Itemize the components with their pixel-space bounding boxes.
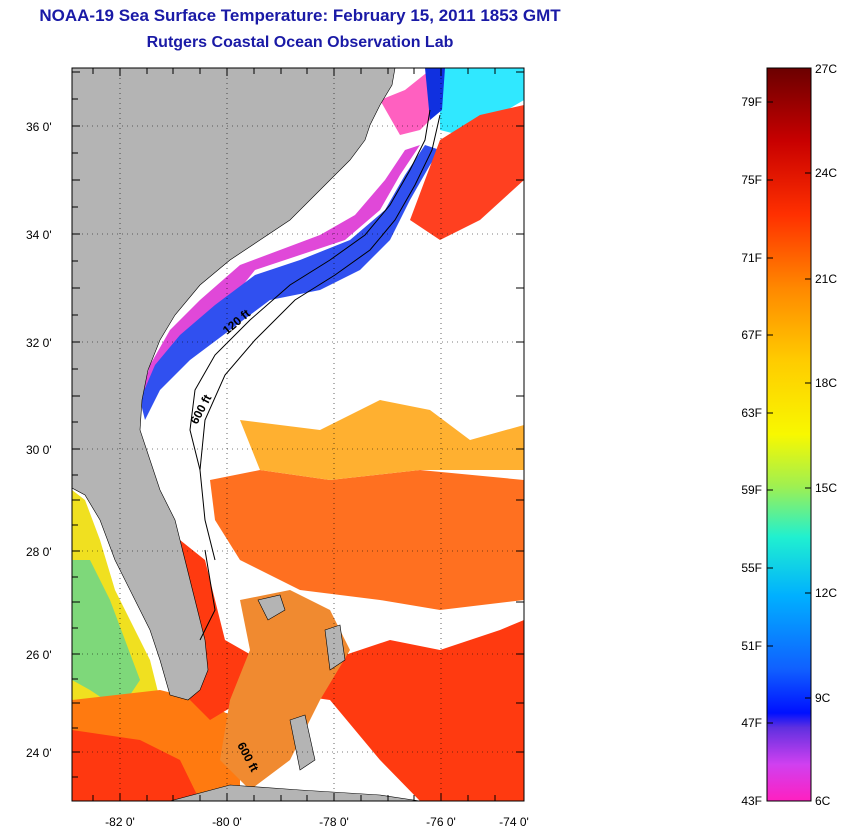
lat-label: 24 0' [26, 746, 52, 760]
contour-120ft [189, 109, 431, 471]
map-title: NOAA-19 Sea Surface Temperature: Februar… [39, 6, 561, 25]
colorbar-f-label: 79F [741, 95, 762, 109]
colorbar-f-label: 51F [741, 639, 762, 653]
colorbar-c-label: 9C [815, 691, 831, 705]
atlantic-yellow-patch [240, 400, 524, 480]
lat-label: 26 0' [26, 648, 52, 662]
colorbar-c-label: 6C [815, 794, 831, 808]
colorbar-f-label: 63F [741, 406, 762, 420]
lon-label: -76 0' [426, 815, 456, 829]
axis-ticks [72, 68, 524, 801]
colorbar-f-label: 43F [741, 794, 762, 808]
north-red [410, 105, 524, 240]
colorbar-ticks [767, 101, 811, 724]
colorbar-c-label: 21C [815, 272, 837, 286]
contour-600ft [199, 114, 441, 561]
lon-label: -82 0' [105, 815, 135, 829]
bahamas-orange [220, 590, 350, 790]
gulf-stream-red [180, 540, 524, 801]
coastal-blue-band [140, 145, 440, 420]
colorbar-f-label: 59F [741, 483, 762, 497]
bahamas-island [324, 624, 346, 671]
lat-label: 30 0' [26, 443, 52, 457]
bahamas-island [289, 714, 316, 771]
colorbar [766, 67, 812, 802]
north-cyan [440, 68, 524, 135]
colorbar-f-label: 47F [741, 716, 762, 730]
lon-label: -78 0' [319, 815, 349, 829]
colorbar-f-label: 55F [741, 561, 762, 575]
gulf-shelf-green [72, 560, 140, 710]
cuba-land [169, 784, 421, 801]
bahamas-island [257, 594, 286, 621]
contour-florida [199, 549, 216, 641]
colorbar-c-label: 27C [815, 62, 837, 76]
lat-label: 34 0' [26, 228, 52, 242]
colorbar-f-label: 67F [741, 328, 762, 342]
lon-label: -80 0' [212, 815, 242, 829]
lat-label: 28 0' [26, 545, 52, 559]
map-frame [71, 67, 525, 802]
colorbar-c-label: 15C [815, 481, 837, 495]
lat-label: 32 0' [26, 336, 52, 350]
lon-label: -74 0' [499, 815, 529, 829]
colorbar-f-label: 71F [741, 251, 762, 265]
colorbar-c-label: 18C [815, 376, 837, 390]
atlantic-orange-band [210, 470, 524, 610]
keys-red [72, 730, 200, 801]
coastal-magenta-band [140, 145, 420, 400]
map-subtitle: Rutgers Coastal Ocean Observation Lab [146, 34, 454, 51]
colorbar-f-label: 75F [741, 173, 762, 187]
north-blue [425, 68, 445, 120]
colorbar-c-label: 24C [815, 166, 837, 180]
us-land [72, 68, 396, 701]
lat-label: 36 0' [26, 120, 52, 134]
colorbar-c-label: 12C [815, 586, 837, 600]
grid [72, 68, 524, 801]
